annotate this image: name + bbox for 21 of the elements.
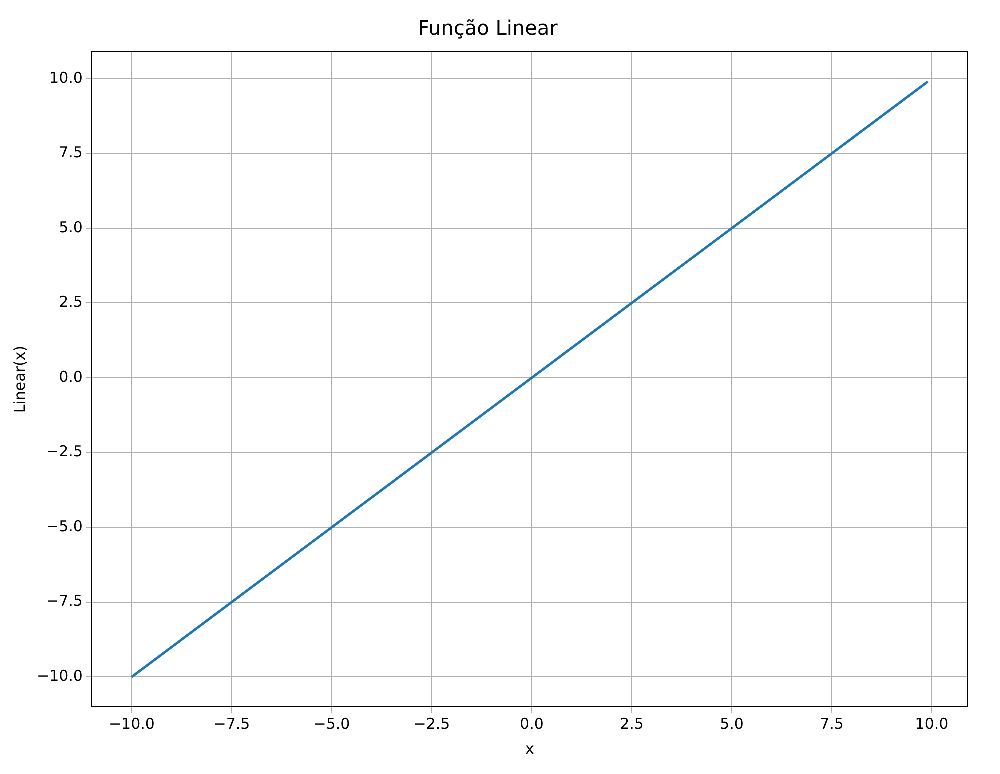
y-tick-label: 0.0: [59, 368, 83, 386]
x-tick-label: 0.0: [520, 714, 544, 733]
x-tick-label: −7.5: [214, 714, 250, 733]
y-tick-label: −10.0: [37, 666, 83, 685]
chart-title: Função Linear: [418, 16, 559, 40]
x-tick-label: 2.5: [620, 714, 644, 733]
x-tick-label: −5.0: [314, 714, 350, 733]
y-tick-label: 7.5: [59, 144, 83, 162]
y-tick-label: 5.0: [59, 218, 83, 236]
y-axis-title: Linear(x): [10, 346, 29, 414]
x-tick-label: −2.5: [414, 714, 450, 733]
x-tick-label: 7.5: [820, 714, 844, 733]
y-tick-label: −7.5: [46, 592, 83, 610]
x-tick-label: 10.0: [915, 714, 949, 733]
y-tick-label: −5.0: [46, 517, 83, 536]
y-tick-label: 10.0: [50, 68, 83, 87]
x-tick-label: −10.0: [108, 714, 155, 733]
x-axis-title: x: [526, 740, 535, 758]
y-tick-label: 2.5: [59, 293, 83, 312]
y-tick-label: −2.5: [46, 442, 83, 461]
x-tick-label: 5.0: [720, 714, 744, 733]
